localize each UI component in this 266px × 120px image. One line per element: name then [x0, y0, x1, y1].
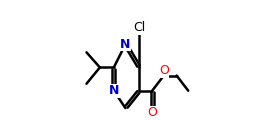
Text: Cl: Cl	[133, 21, 146, 34]
Text: N: N	[109, 84, 119, 97]
Text: O: O	[159, 64, 169, 77]
Text: N: N	[120, 38, 131, 51]
Text: O: O	[147, 106, 157, 119]
